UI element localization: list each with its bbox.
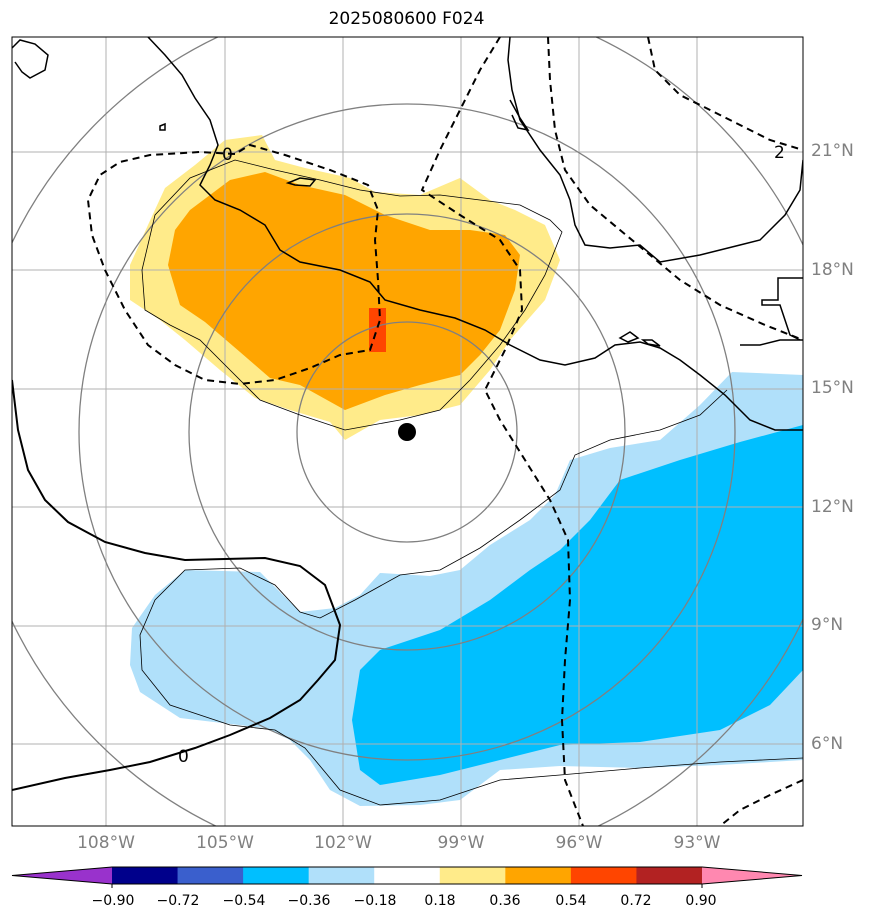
lat-label-12n: 12°N xyxy=(811,497,854,517)
storm-center-marker xyxy=(398,423,416,441)
coastlines xyxy=(12,37,803,431)
positive-shading-mid xyxy=(168,172,520,410)
zero-contour-solid xyxy=(12,379,342,791)
map-frame xyxy=(11,36,804,827)
contour-label: 0 xyxy=(178,747,189,767)
lat-label-15n: 15°N xyxy=(811,378,854,398)
colorbar-tick-label: 0.18 xyxy=(424,893,456,909)
colorbar-segment xyxy=(505,867,572,884)
lon-label-93w: 93°W xyxy=(673,833,721,853)
colorbar-segment xyxy=(112,867,179,884)
lat-label-9n: 9°N xyxy=(811,615,844,635)
positive-shading-strong xyxy=(369,308,386,352)
colorbar xyxy=(11,866,803,888)
lat-label-6n: 6°N xyxy=(811,734,844,754)
lon-label-96w: 96°W xyxy=(555,833,603,853)
colorbar-extend-low xyxy=(12,867,112,884)
colorbar-tick-label: −0.72 xyxy=(156,893,200,909)
colorbar-segment xyxy=(243,867,310,884)
colorbar-tick-label: −0.18 xyxy=(353,893,397,909)
colorbar-tick-label: 0.72 xyxy=(620,893,652,909)
lat-label-21n: 21°N xyxy=(811,141,854,161)
colorbar-segment xyxy=(374,867,441,884)
colorbar-segment xyxy=(439,867,506,884)
lon-label-105w: 105°W xyxy=(196,833,254,853)
contour-label: 2 xyxy=(774,143,785,163)
lon-label-102w: 102°W xyxy=(314,833,372,853)
colorbar-extend-high xyxy=(702,867,802,884)
colorbar-tick-label: −0.54 xyxy=(222,893,266,909)
contour-label: 0 xyxy=(222,145,233,165)
lon-label-99w: 99°W xyxy=(437,833,485,853)
colorbar-segment xyxy=(570,867,637,884)
range-rings xyxy=(12,37,803,826)
lon-label-108w: 108°W xyxy=(77,833,135,853)
colorbar-tick-label: 0.90 xyxy=(685,893,717,909)
colorbar-segment xyxy=(308,867,375,884)
map-title: 2025080600 F024 xyxy=(328,9,485,29)
colorbar-segment xyxy=(177,867,244,884)
dashed-contours xyxy=(86,37,803,826)
colorbar-tick-label: −0.90 xyxy=(91,893,135,909)
colorbar-segment xyxy=(636,867,703,884)
colorbar-tick-label: −0.36 xyxy=(287,893,331,909)
lat-label-18n: 18°N xyxy=(811,260,854,280)
shading-outlines xyxy=(139,159,803,806)
negative-shading-mid xyxy=(352,425,803,785)
gridlines xyxy=(12,37,803,826)
colorbar-tick-label: 0.54 xyxy=(555,893,587,909)
colorbar-tick-label: 0.36 xyxy=(489,893,521,909)
